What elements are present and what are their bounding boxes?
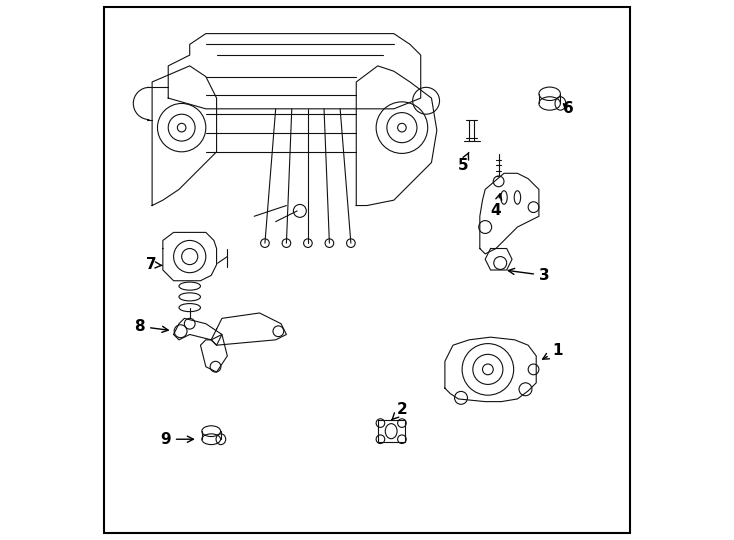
Polygon shape (211, 313, 286, 345)
Text: 5: 5 (457, 152, 469, 173)
Polygon shape (163, 232, 217, 281)
Text: 8: 8 (134, 319, 168, 334)
Text: 9: 9 (160, 431, 194, 447)
Polygon shape (200, 334, 228, 372)
Polygon shape (485, 248, 512, 270)
Text: 7: 7 (146, 257, 162, 272)
Polygon shape (174, 319, 222, 345)
Text: 3: 3 (508, 268, 550, 283)
Polygon shape (378, 421, 404, 442)
Polygon shape (445, 337, 537, 402)
Polygon shape (356, 66, 437, 206)
Text: 1: 1 (542, 343, 563, 359)
Text: 4: 4 (490, 194, 502, 218)
Polygon shape (168, 33, 421, 109)
Text: 2: 2 (392, 402, 407, 420)
Polygon shape (152, 66, 217, 206)
Text: 6: 6 (563, 102, 574, 116)
Polygon shape (480, 173, 539, 254)
